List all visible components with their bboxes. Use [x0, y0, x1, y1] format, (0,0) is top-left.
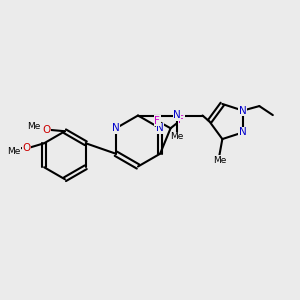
Text: F: F [154, 116, 160, 126]
Text: F: F [178, 115, 184, 125]
Text: Me: Me [213, 155, 226, 164]
Text: N: N [239, 128, 247, 137]
Text: O: O [22, 143, 31, 153]
Text: N: N [112, 123, 120, 133]
Text: N: N [173, 110, 181, 121]
Text: N: N [156, 123, 164, 133]
Text: Me: Me [27, 122, 40, 131]
Text: Me: Me [8, 147, 21, 156]
Text: Me: Me [170, 132, 184, 141]
Text: O: O [42, 125, 50, 135]
Text: N: N [239, 106, 247, 116]
